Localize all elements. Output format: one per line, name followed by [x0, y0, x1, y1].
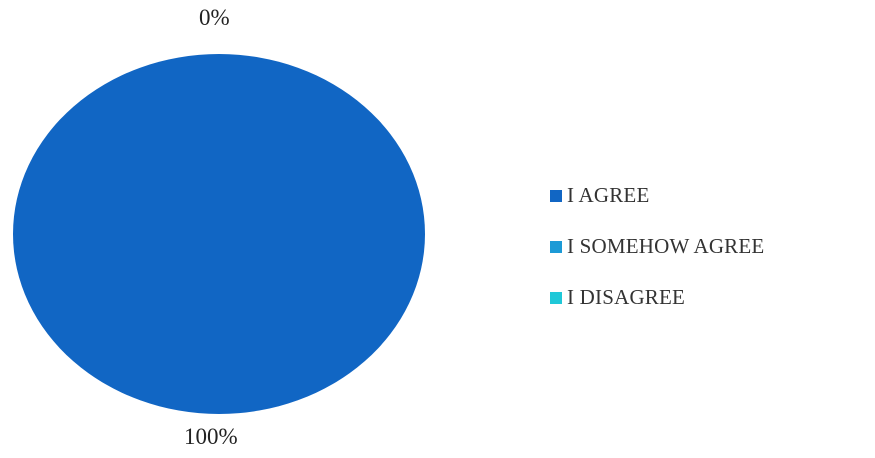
legend-label-agree: I AGREE — [567, 183, 650, 207]
legend-swatch-agree — [550, 189, 562, 202]
data-label-secondary: 0% — [199, 5, 230, 30]
data-label-primary: 100% — [184, 424, 238, 449]
legend-swatch-somehow-agree — [550, 240, 562, 253]
legend-label-somehow-agree: I SOMEHOW AGREE — [567, 234, 765, 258]
legend-item-somehow-agree: I SOMEHOW AGREE — [550, 221, 764, 272]
legend-swatch-disagree — [550, 291, 562, 304]
legend: I AGREE I SOMEHOW AGREE I DISAGREE — [550, 170, 764, 323]
legend-label-disagree: I DISAGREE — [567, 285, 686, 309]
pie-slice-i-agree — [13, 54, 425, 414]
legend-item-agree: I AGREE — [550, 170, 764, 221]
legend-item-disagree: I DISAGREE — [550, 272, 764, 323]
